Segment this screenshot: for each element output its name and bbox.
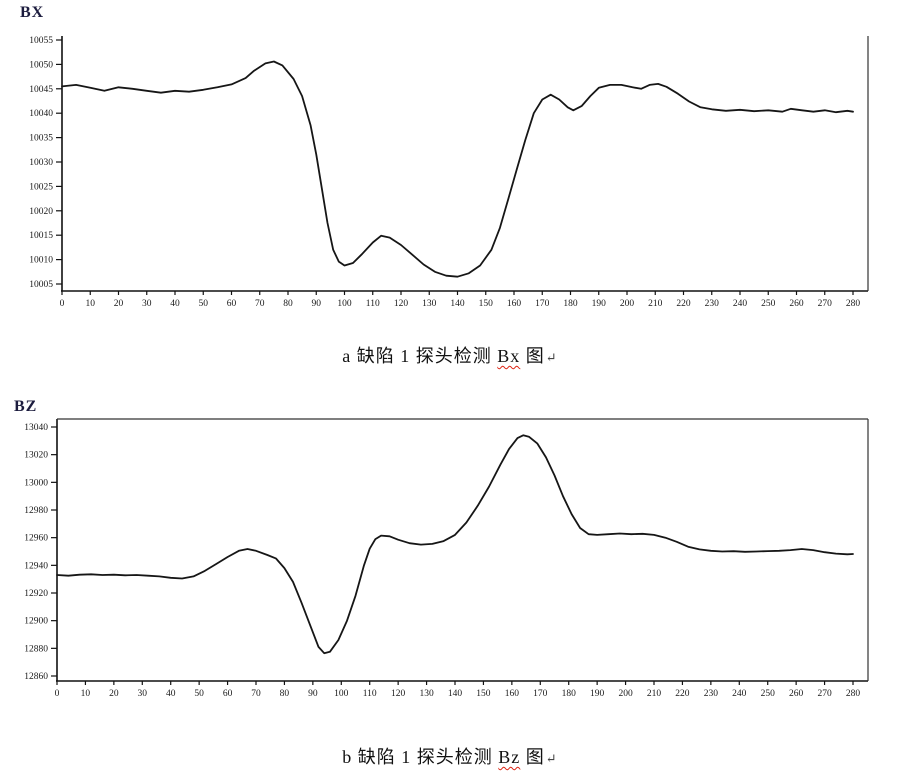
- svg-text:210: 210: [648, 299, 663, 309]
- svg-text:120: 120: [394, 299, 409, 309]
- svg-text:260: 260: [789, 299, 804, 309]
- svg-text:280: 280: [846, 689, 861, 699]
- svg-text:150: 150: [479, 299, 494, 309]
- svg-text:10: 10: [81, 689, 91, 699]
- bx-line-chart: 1005510050100451004010035100301002510020…: [29, 36, 869, 309]
- svg-text:13040: 13040: [24, 423, 48, 433]
- svg-text:60: 60: [223, 689, 233, 699]
- svg-text:10040: 10040: [29, 109, 53, 119]
- svg-text:240: 240: [732, 689, 747, 699]
- svg-text:220: 220: [675, 689, 690, 699]
- svg-text:200: 200: [618, 689, 633, 699]
- svg-text:20: 20: [109, 689, 119, 699]
- svg-text:280: 280: [846, 299, 861, 309]
- svg-text:13000: 13000: [24, 478, 48, 488]
- svg-text:12880: 12880: [24, 644, 48, 654]
- svg-text:80: 80: [283, 299, 293, 309]
- bx-chart-section: BX 10055 10050 10045 10040 10035 10030 10025 10…: [0, 0, 900, 366]
- bx-caption: a 缺陷 1 探头检测 Bx 图↵: [0, 342, 900, 368]
- svg-text:10030: 10030: [29, 158, 53, 168]
- svg-text:30: 30: [142, 299, 152, 309]
- svg-text:110: 110: [363, 689, 377, 699]
- svg-text:10025: 10025: [29, 182, 53, 192]
- svg-text:10010: 10010: [29, 256, 53, 266]
- bz-chart-section: BZ 13040 13020 13000 12980 12960 12940 12920 12…: [0, 395, 900, 781]
- svg-text:270: 270: [818, 299, 833, 309]
- svg-text:130: 130: [419, 689, 434, 699]
- svg-text:270: 270: [817, 689, 832, 699]
- bz-chart-title: BZ: [14, 398, 38, 415]
- svg-text:230: 230: [704, 689, 719, 699]
- svg-text:90: 90: [308, 689, 318, 699]
- bx-chart-title: BX: [20, 4, 45, 21]
- caption-text-before: 缺陷 1 探头检测: [352, 747, 499, 767]
- svg-text:10005: 10005: [29, 280, 53, 290]
- svg-text:12960: 12960: [24, 534, 48, 544]
- svg-text:90: 90: [312, 299, 322, 309]
- svg-text:200: 200: [620, 299, 635, 309]
- svg-text:10050: 10050: [29, 60, 53, 70]
- svg-text:10055: 10055: [29, 36, 53, 46]
- svg-text:30: 30: [138, 689, 148, 699]
- svg-text:12920: 12920: [24, 589, 48, 599]
- svg-text:140: 140: [448, 689, 463, 699]
- svg-text:12860: 12860: [24, 672, 48, 682]
- svg-text:210: 210: [647, 689, 662, 699]
- svg-text:120: 120: [391, 689, 406, 699]
- svg-text:70: 70: [251, 689, 261, 699]
- svg-text:13020: 13020: [24, 451, 48, 461]
- caption-label: b: [342, 747, 353, 767]
- svg-text:160: 160: [505, 689, 520, 699]
- svg-text:100: 100: [337, 299, 352, 309]
- paragraph-return-icon: ↵: [545, 751, 558, 766]
- caption-text-after: 图: [520, 747, 545, 767]
- svg-text:240: 240: [733, 299, 748, 309]
- svg-text:250: 250: [761, 299, 776, 309]
- svg-text:150: 150: [476, 689, 491, 699]
- svg-text:10015: 10015: [29, 231, 53, 241]
- svg-text:40: 40: [166, 689, 176, 699]
- svg-text:220: 220: [676, 299, 691, 309]
- caption-text-before: 缺陷 1 探头检测: [351, 346, 498, 366]
- svg-text:10045: 10045: [29, 85, 53, 95]
- svg-text:100: 100: [334, 689, 349, 699]
- svg-text:180: 180: [562, 689, 577, 699]
- svg-text:50: 50: [199, 299, 209, 309]
- paragraph-return-icon: ↵: [545, 350, 558, 365]
- svg-text:170: 170: [535, 299, 550, 309]
- svg-text:12900: 12900: [24, 617, 48, 627]
- caption-spellcheck-underlined-text: Bx: [497, 346, 521, 366]
- svg-text:190: 190: [590, 689, 605, 699]
- svg-text:50: 50: [194, 689, 204, 699]
- svg-text:250: 250: [761, 689, 776, 699]
- bz-caption: b 缺陷 1 探头检测 Bz 图↵: [0, 743, 900, 769]
- svg-text:130: 130: [422, 299, 437, 309]
- svg-text:180: 180: [563, 299, 578, 309]
- svg-text:0: 0: [55, 689, 60, 699]
- svg-text:40: 40: [170, 299, 180, 309]
- svg-text:230: 230: [705, 299, 720, 309]
- svg-text:0: 0: [60, 299, 65, 309]
- svg-text:160: 160: [507, 299, 522, 309]
- caption-text-after: 图: [520, 346, 545, 366]
- svg-text:80: 80: [280, 689, 290, 699]
- svg-text:110: 110: [366, 299, 380, 309]
- caption-spellcheck-underlined-text: Bz: [498, 747, 521, 767]
- svg-text:10: 10: [86, 299, 96, 309]
- svg-text:190: 190: [592, 299, 607, 309]
- svg-text:12940: 12940: [24, 561, 48, 571]
- svg-text:12980: 12980: [24, 506, 48, 516]
- svg-text:10020: 10020: [29, 207, 53, 217]
- svg-text:140: 140: [450, 299, 465, 309]
- svg-text:260: 260: [789, 689, 804, 699]
- svg-text:170: 170: [533, 689, 548, 699]
- caption-label: a: [342, 346, 352, 366]
- svg-text:60: 60: [227, 299, 237, 309]
- bz-line-chart: 1304013020130001298012960129401292012900…: [24, 418, 869, 699]
- svg-text:10035: 10035: [29, 134, 53, 144]
- svg-text:20: 20: [114, 299, 124, 309]
- svg-text:70: 70: [255, 299, 265, 309]
